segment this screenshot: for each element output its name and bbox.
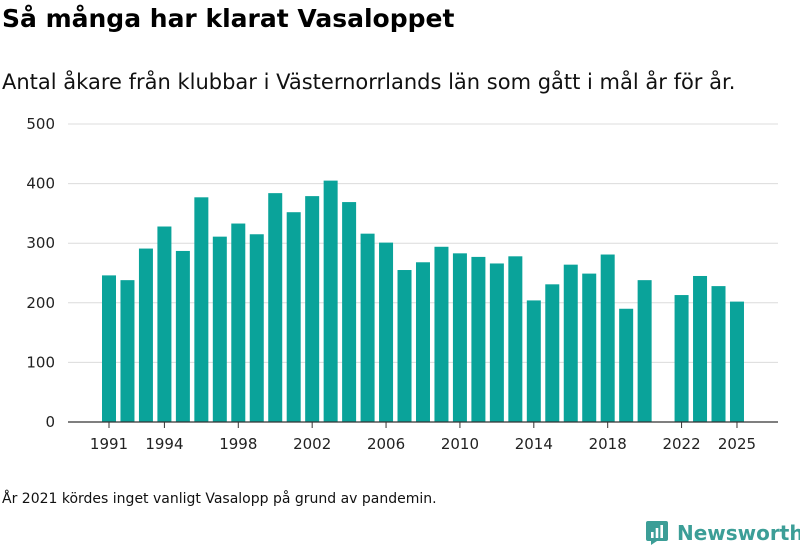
bar-1999 bbox=[249, 234, 264, 422]
x-tick-label: 1991 bbox=[90, 435, 128, 453]
bar-2017 bbox=[582, 273, 597, 422]
bar-2020 bbox=[637, 280, 652, 422]
bar-1994 bbox=[157, 226, 172, 422]
y-tick-label: 500 bbox=[26, 115, 55, 133]
x-tick-label: 1994 bbox=[145, 435, 183, 453]
bar-chart: 0 100 200 300 400 500 1991 1994 1998 2002 2006 201… bbox=[26, 115, 778, 453]
bar-1993 bbox=[138, 248, 153, 422]
y-tick-label: 300 bbox=[26, 234, 55, 252]
y-tick-label: 0 bbox=[45, 413, 55, 431]
x-tick-label: 2002 bbox=[293, 435, 331, 453]
bars bbox=[102, 180, 744, 422]
bar-2015 bbox=[545, 284, 560, 422]
bar-2018 bbox=[600, 254, 615, 422]
bar-2000 bbox=[268, 193, 283, 422]
y-axis-labels: 0 100 200 300 400 500 bbox=[26, 115, 55, 431]
bar-2002 bbox=[305, 196, 320, 422]
bar-1995 bbox=[175, 250, 190, 422]
chart-subtitle: Antal åkare från klubbar i Västernorrlan… bbox=[2, 70, 736, 94]
bar-2019 bbox=[619, 308, 634, 422]
x-tick-label: 2025 bbox=[718, 435, 756, 453]
bar-1992 bbox=[120, 280, 135, 422]
bar-2007 bbox=[397, 270, 412, 422]
bar-2001 bbox=[286, 212, 301, 422]
brand-logo[interactable]: Newsworthy bbox=[645, 518, 800, 548]
y-tick-label: 200 bbox=[26, 294, 55, 312]
bar-2006 bbox=[379, 242, 394, 422]
bar-1991 bbox=[102, 275, 116, 422]
bar-2013 bbox=[508, 256, 523, 422]
y-tick-label: 400 bbox=[26, 175, 55, 193]
bar-2005 bbox=[360, 233, 375, 422]
x-tick-label: 2006 bbox=[367, 435, 405, 453]
bar-1997 bbox=[212, 236, 227, 422]
bar-2024 bbox=[711, 286, 726, 422]
bar-2012 bbox=[489, 263, 504, 422]
bar-2004 bbox=[342, 202, 357, 422]
x-tick-label: 2022 bbox=[662, 435, 700, 453]
bar-2023 bbox=[693, 275, 708, 422]
bar-1996 bbox=[194, 197, 209, 422]
bar-2010 bbox=[452, 253, 467, 422]
bar-2008 bbox=[415, 262, 430, 422]
bar-2025 bbox=[729, 301, 744, 422]
bar-2016 bbox=[563, 264, 578, 422]
bar-2011 bbox=[471, 256, 486, 422]
bar-2003 bbox=[323, 180, 338, 422]
bar-2009 bbox=[434, 246, 449, 422]
footnote: År 2021 kördes inget vanligt Vasalopp på… bbox=[2, 491, 437, 507]
bar-2014 bbox=[526, 300, 541, 422]
chart-title: Så många har klarat Vasaloppet bbox=[2, 4, 455, 33]
x-tick-label: 2010 bbox=[441, 435, 479, 453]
brand-name: Newsworthy bbox=[677, 521, 800, 545]
x-axis-ticks: 1991 1994 1998 2002 2006 2010 2014 2018 2022 2025 bbox=[90, 422, 756, 453]
bar-1998 bbox=[231, 223, 246, 422]
x-tick-label: 2014 bbox=[515, 435, 553, 453]
x-tick-label: 2018 bbox=[589, 435, 627, 453]
newsworthy-logo-icon bbox=[646, 521, 668, 545]
bar-2022 bbox=[674, 295, 689, 422]
y-tick-label: 100 bbox=[26, 353, 55, 371]
x-tick-label: 1998 bbox=[219, 435, 257, 453]
